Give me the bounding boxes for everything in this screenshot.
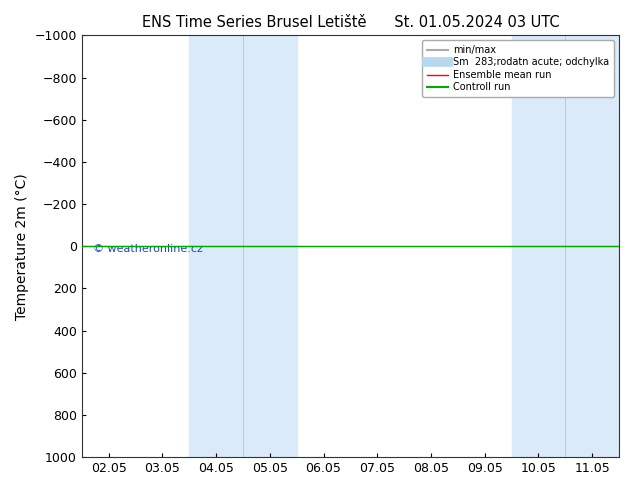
Text: © weatheronline.cz: © weatheronline.cz [93, 244, 202, 254]
Title: ENS Time Series Brusel Letiště      St. 01.05.2024 03 UTC: ENS Time Series Brusel Letiště St. 01.05… [141, 15, 559, 30]
Y-axis label: Temperature 2m (°C): Temperature 2m (°C) [15, 173, 29, 319]
Legend: min/max, Sm  283;rodatn acute; odchylka, Ensemble mean run, Controll run: min/max, Sm 283;rodatn acute; odchylka, … [422, 40, 614, 97]
Bar [512, 35, 619, 457]
Bar [189, 35, 297, 457]
